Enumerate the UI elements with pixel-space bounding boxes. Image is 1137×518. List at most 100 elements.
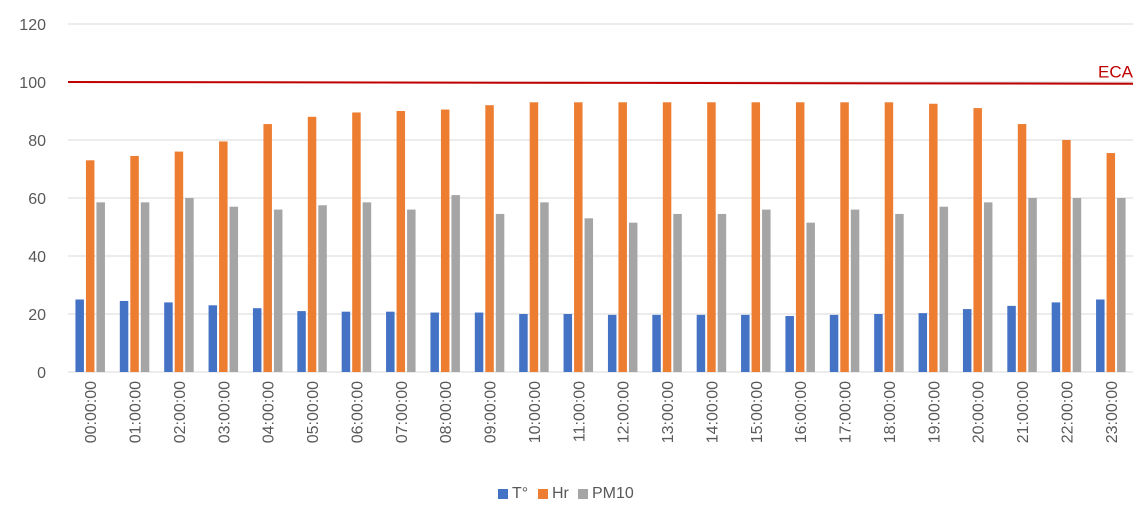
bar-pm10-15 [762,209,771,372]
bar-t-15 [741,314,750,372]
bar-hr-02 [174,151,184,372]
x-tick-label: 12:00:00 [616,381,633,443]
bar-t-09 [474,312,484,372]
bar-pm10-14 [717,213,727,372]
bar-t-16 [785,316,794,372]
bar-hr-13 [662,102,672,373]
bar-hr-19 [929,103,938,372]
bar-hr-17 [840,102,849,373]
bar-t-04 [252,308,262,372]
y-tick-label: 40 [28,249,46,266]
gridlines [68,23,1133,373]
bar-pm10-09 [495,213,505,372]
x-tick-label: 06:00:00 [349,381,366,443]
x-tick-label: 04:00:00 [261,381,278,443]
bar-hr-06 [352,112,361,372]
bar-hr-09 [485,105,494,372]
bar-hr-22 [1062,140,1071,372]
bar-hr-16 [795,102,805,373]
bar-pm10-10 [540,202,549,372]
x-tick-label: 00:00:00 [83,381,100,443]
bar-hr-23 [1106,153,1116,372]
bar-pm10-04 [273,209,283,372]
x-tick-label: 20:00:00 [971,381,988,443]
bar-pm10-12 [628,222,638,372]
bar-pm10-03 [229,206,239,372]
bar-t-00 [75,299,84,372]
bar-t-03 [208,305,218,372]
legend-swatch [578,489,588,499]
bar-hr-04 [263,124,272,372]
y-tick-label: 20 [28,307,46,324]
bar-hr-14 [707,102,716,373]
bar-t-23 [1096,299,1105,372]
x-tick-label: 23:00:00 [1104,381,1121,443]
bar-t-06 [341,311,351,372]
x-tick-label: 05:00:00 [305,381,322,443]
legend-label: T° [512,485,528,502]
bar-t-02 [164,302,173,372]
bar-pm10-23 [1117,198,1126,372]
bar-t-07 [386,311,395,372]
x-tick-label: 07:00:00 [394,381,411,443]
bar-t-14 [696,314,706,372]
bar-hr-00 [85,160,95,372]
bar-t-10 [519,314,528,372]
y-tick-label: 60 [28,191,46,208]
bar-hr-11 [574,102,583,373]
bar-t-13 [652,314,661,372]
bar-hr-07 [396,111,406,372]
bar-pm10-20 [983,202,993,372]
bar-hr-18 [884,102,894,373]
x-tick-label: 22:00:00 [1059,381,1076,443]
bar-t-11 [563,314,573,372]
legend-swatch [538,489,548,499]
legend: T° Hr PM10 [498,485,634,502]
y-axis-tick-labels: 0 20 40 60 80 100 120 [19,17,46,382]
bar-pm10-05 [318,205,327,372]
bar-hr-20 [973,108,982,372]
x-tick-label: 02:00:00 [172,381,189,443]
x-tick-label: 21:00:00 [1015,381,1032,443]
bar-t-08 [430,312,439,372]
bar-pm10-01 [140,202,150,372]
bar-pm10-18 [895,213,904,372]
y-tick-label: 100 [19,75,46,92]
y-tick-label: 0 [37,365,46,382]
y-tick-label: 120 [19,17,46,34]
bar-pm10-21 [1028,198,1037,372]
x-tick-label: 19:00:00 [926,381,943,443]
y-tick-label: 80 [28,133,46,150]
bar-t-12 [607,314,617,372]
bar-t-17 [829,314,839,372]
x-tick-label: 16:00:00 [793,381,810,443]
x-tick-label: 11:00:00 [571,381,588,442]
bar-pm10-13 [673,213,682,372]
bar-pm10-17 [850,209,860,372]
bar-pm10-16 [806,222,815,372]
bar-hr-10 [529,102,539,373]
bar-hr-08 [440,109,450,373]
bar-t-01 [119,300,129,372]
x-tick-label: 15:00:00 [749,381,766,443]
bar-hr-05 [307,116,317,372]
x-tick-label: 01:00:00 [128,381,145,443]
bar-pm10-00 [96,202,105,372]
bar-pm10-02 [185,198,194,372]
bar-t-18 [874,314,883,372]
bar-hr-12 [618,102,627,373]
reference-lines: ECA [67,63,1134,85]
bar-t-20 [962,309,972,372]
x-tick-label: 03:00:00 [216,381,233,443]
x-tick-label: 08:00:00 [438,381,455,443]
x-tick-label: 09:00:00 [483,381,500,443]
bar-pm10-06 [362,202,372,372]
x-tick-label: 18:00:00 [882,381,899,443]
bar-hr-01 [130,155,139,372]
legend-item: PM10 [578,485,634,502]
legend-item: Hr [538,485,570,502]
bars [75,102,1126,373]
legend-label: Hr [552,485,570,502]
bar-pm10-19 [939,206,949,372]
